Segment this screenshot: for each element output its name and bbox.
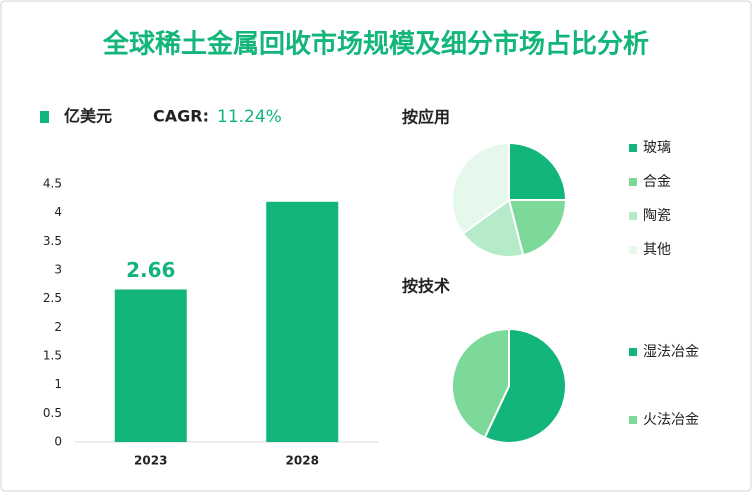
legend-swatch: [629, 144, 637, 152]
pie-slice: [461, 198, 525, 258]
cagr-value: 11.24%: [217, 107, 282, 127]
legend-label: 陶瓷: [643, 208, 671, 224]
pie-slice: [451, 141, 510, 235]
y-tick-label: 4: [54, 205, 62, 219]
y-tick-label: 0: [54, 435, 62, 449]
cagr-label: CAGR:: [153, 107, 209, 126]
y-tick-label: 0.5: [43, 406, 62, 420]
legend-swatch: [629, 212, 637, 220]
legend-label: 火法冶金: [643, 412, 699, 428]
legend-swatch: [629, 348, 637, 356]
bar: [266, 201, 339, 442]
chart-title: 全球稀土金属回收市场规模及细分市场占比分析: [102, 29, 649, 60]
y-tick-label: 1.5: [43, 349, 62, 363]
y-tick-label: 4.5: [43, 177, 62, 191]
y-tick-label: 3: [54, 263, 62, 277]
legend-swatch: [629, 416, 637, 424]
pie-slice: [507, 199, 568, 257]
pie-title: 按技术: [402, 277, 450, 296]
legend-label: 亿美元: [64, 107, 112, 126]
x-tick-label: 2028: [286, 454, 319, 468]
pie-slice: [508, 141, 568, 201]
legend-label: 玻璃: [643, 139, 671, 156]
data-label: 2.66: [126, 258, 175, 282]
legend-swatch: [629, 178, 637, 186]
bar: [114, 289, 187, 442]
y-tick-label: 2.5: [43, 291, 62, 305]
x-tick-label: 2023: [134, 454, 167, 468]
legend-label: 其他: [643, 242, 671, 258]
legend-swatch: [40, 111, 49, 123]
pie-slice: [483, 327, 567, 444]
pie-title: 按应用: [402, 108, 450, 127]
pie-slice: [451, 327, 510, 439]
y-tick-label: 3.5: [43, 234, 62, 248]
legend-label: 湿法冶金: [643, 344, 699, 360]
legend-label: 合金: [643, 174, 671, 190]
legend-swatch: [629, 246, 637, 254]
y-tick-label: 2: [54, 320, 62, 334]
y-tick-label: 1: [54, 377, 62, 391]
